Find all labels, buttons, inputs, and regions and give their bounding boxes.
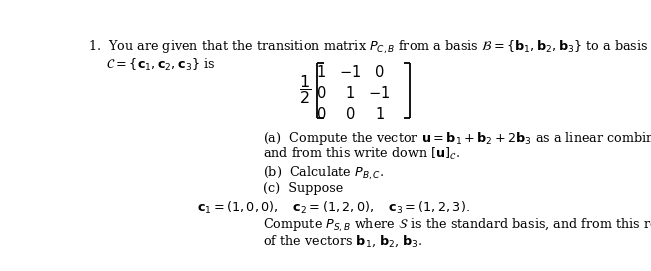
Text: $\mathcal{C} = \{\mathbf{c}_1, \mathbf{c}_2, \mathbf{c}_3\}$ is: $\mathcal{C} = \{\mathbf{c}_1, \mathbf{c… [105,57,215,73]
Text: 1.  You are given that the transition matrix $P_{C,B}$ from a basis $\mathcal{B}: 1. You are given that the transition mat… [88,39,648,56]
Text: $0$: $0$ [345,106,355,122]
Text: $\dfrac{1}{2}$: $\dfrac{1}{2}$ [299,73,311,107]
Text: $\mathbf{c}_1 = (1, 0, 0), \quad \mathbf{c}_2 = (1, 2, 0), \quad \mathbf{c}_3 = : $\mathbf{c}_1 = (1, 0, 0), \quad \mathbf… [197,200,470,216]
Text: $0$: $0$ [316,85,326,101]
Text: of the vectors $\mathbf{b}_1$, $\mathbf{b}_2$, $\mathbf{b}_3$.: of the vectors $\mathbf{b}_1$, $\mathbf{… [263,233,422,249]
Text: Compute $P_{S,B}$ where $\mathcal{S}$ is the standard basis, and from this read : Compute $P_{S,B}$ where $\mathcal{S}$ is… [263,217,651,234]
Text: (a)  Compute the vector $\mathbf{u} = \mathbf{b}_1 + \mathbf{b}_2 + 2\mathbf{b}_: (a) Compute the vector $\mathbf{u} = \ma… [263,130,651,147]
Text: $0$: $0$ [374,64,385,80]
Text: $1$: $1$ [316,64,326,80]
Text: and from this write down $[\mathbf{u}]_\mathcal{C}$.: and from this write down $[\mathbf{u}]_\… [263,146,460,162]
Text: (c)  Suppose: (c) Suppose [263,182,343,195]
Text: $1$: $1$ [374,106,385,122]
Text: $0$: $0$ [316,106,326,122]
Text: $1$: $1$ [345,85,355,101]
Text: $-1$: $-1$ [368,85,391,101]
Text: $-1$: $-1$ [339,64,361,80]
Text: (b)  Calculate $P_{B,C}$.: (b) Calculate $P_{B,C}$. [263,164,384,182]
